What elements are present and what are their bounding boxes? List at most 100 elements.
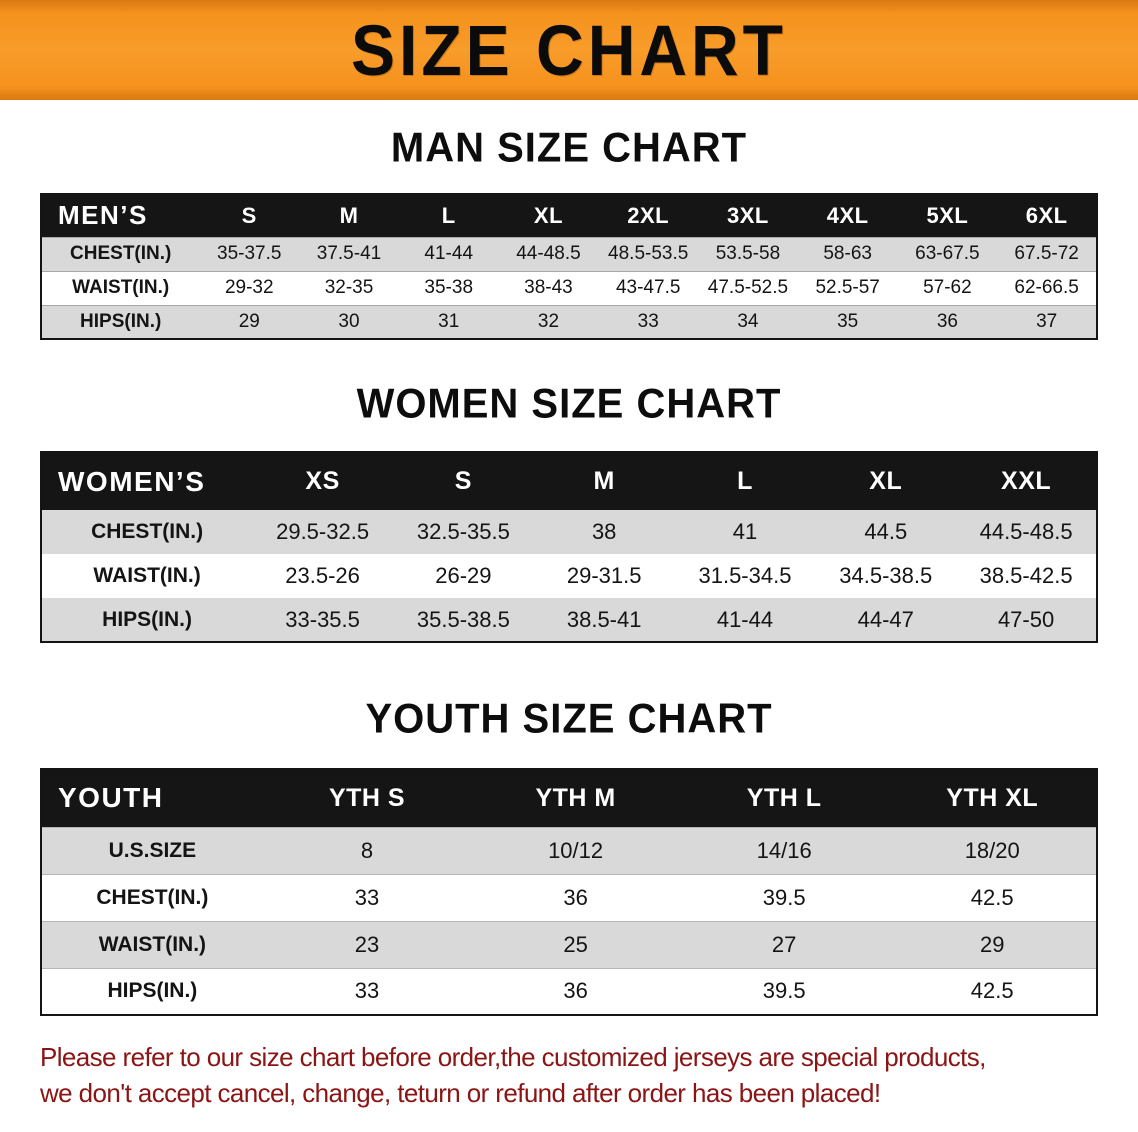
- women-section-heading: WOMEN SIZE CHART: [356, 380, 782, 428]
- size-value-cell: 38.5-42.5: [979, 563, 1073, 588]
- size-value-cell: 42.5: [970, 884, 1014, 910]
- size-value-cell: 36: [563, 884, 588, 910]
- size-value-cell: 44-47: [857, 606, 914, 632]
- size-column-header: L: [674, 452, 816, 510]
- table-header-row: WOMEN’S XS S M L XL XXL: [41, 452, 1097, 510]
- size-value-cell: 39.5: [762, 978, 806, 1004]
- size-value-cell: 67.5-72: [1014, 243, 1079, 264]
- size-value-cell: 23: [354, 931, 380, 957]
- size-column-header: XXL: [956, 452, 1097, 510]
- size-value-cell: 43-47.5: [615, 277, 681, 298]
- footer-line-2: we don't accept cancel, change, teturn o…: [40, 1077, 881, 1108]
- size-value-cell: 29: [979, 931, 1005, 957]
- size-value-cell: 25: [563, 931, 588, 957]
- size-value-cell: 26-29: [435, 563, 492, 588]
- table-title-cell: WOMEN’S: [41, 452, 253, 510]
- measurement-row: HIPS(IN.) 29 30 31 32 33 34 35 36 37: [41, 305, 1097, 339]
- size-value-cell: 62-66.5: [1014, 277, 1079, 298]
- youth-size-table: YOUTH YTH S YTH M YTH L YTH XL U.S.SIZE 8 10/12…: [40, 768, 1098, 1016]
- size-value-cell: 32-35: [324, 277, 374, 298]
- size-value-cell: 35-38: [424, 277, 474, 298]
- size-value-cell: 37: [1036, 310, 1058, 332]
- size-value-cell: 10/12: [548, 837, 604, 863]
- size-value-cell: 63-67.5: [915, 243, 980, 264]
- row-label-cell: CHEST(IN.): [96, 885, 209, 909]
- size-value-cell: 58-63: [823, 243, 872, 264]
- size-value-cell: 53.5-58: [715, 243, 781, 264]
- measurement-row: WAIST(IN.) 29-32 32-35 35-38 38-43 43-47.5 47.…: [41, 271, 1097, 305]
- size-column-header: S: [392, 452, 534, 510]
- measurement-row: CHEST(IN.) 33 36 39.5 42.5: [41, 874, 1097, 921]
- table-header-row: YOUTH YTH S YTH M YTH L YTH XL: [41, 769, 1097, 827]
- size-column-header: YTH M: [471, 769, 680, 827]
- size-column-header: XL: [815, 452, 957, 510]
- size-value-cell: 32: [537, 310, 560, 332]
- measurement-row: WAIST(IN.) 23 25 27 29: [41, 921, 1097, 968]
- size-value-cell: 35.5-38.5: [416, 606, 510, 632]
- size-value-cell: 23.5-26: [285, 563, 360, 588]
- table-header-row: MEN’S S M L XL 2XL 3XL 4XL 5XL 6XL: [41, 194, 1097, 237]
- size-value-cell: 44-48.5: [516, 243, 581, 264]
- size-column-header: 5XL: [897, 194, 998, 237]
- size-value-cell: 41: [732, 519, 758, 544]
- size-value-cell: 29: [238, 310, 260, 332]
- men-section-heading: MAN SIZE CHART: [390, 124, 748, 172]
- size-value-cell: 44.5: [864, 519, 908, 544]
- youth-section-heading: YOUTH SIZE CHART: [365, 695, 773, 743]
- size-column-header: XS: [252, 452, 393, 510]
- men-size-table: MEN’S S M L XL 2XL 3XL 4XL 5XL 6XL CHEST(IN.) 35-37…: [40, 193, 1098, 340]
- measurement-row: CHEST(IN.) 35-37.5 37.5-41 41-44 44-48.5 48.5…: [41, 237, 1097, 271]
- size-value-cell: 35-37.5: [217, 243, 282, 264]
- size-column-header: YTH L: [679, 769, 889, 827]
- size-value-cell: 47.5-52.5: [707, 277, 789, 298]
- measurement-row: HIPS(IN.) 33 36 39.5 42.5: [41, 968, 1097, 1015]
- size-column-header: M: [533, 452, 675, 510]
- row-label-cell: CHEST(IN.): [70, 243, 172, 264]
- size-value-cell: 44.5-48.5: [979, 519, 1073, 544]
- row-label-cell: HIPS(IN.): [102, 607, 193, 631]
- size-value-cell: 42.5: [970, 978, 1014, 1004]
- size-column-header: YTH XL: [888, 769, 1097, 827]
- men-size-section: MAN SIZE CHART MEN’S S M L XL 2XL 3XL 4XL 5XL 6XL…: [0, 124, 1138, 340]
- size-value-cell: 57-62: [923, 277, 972, 298]
- row-label-cell: HIPS(IN.): [80, 310, 162, 332]
- youth-size-section: YOUTH SIZE CHART YOUTH YTH S YTH M YTH L YTH…: [0, 695, 1138, 1016]
- size-value-cell: 35: [837, 310, 859, 332]
- size-column-header: M: [299, 194, 399, 237]
- size-value-cell: 41-44: [716, 606, 774, 632]
- size-value-cell: 38-43: [524, 277, 573, 298]
- row-label-cell: WAIST(IN.): [72, 277, 170, 298]
- banner: SIZE CHART: [0, 0, 1138, 100]
- size-column-header: YTH S: [262, 769, 472, 827]
- size-value-cell: 38.5-41: [566, 606, 642, 632]
- size-value-cell: 31: [438, 310, 460, 332]
- measurement-row: U.S.SIZE 8 10/12 14/16 18/20: [41, 827, 1097, 874]
- size-value-cell: 30: [338, 310, 360, 332]
- women-size-section: WOMEN SIZE CHART WOMEN’S XS S M L XL XXL CHEST(…: [0, 380, 1138, 643]
- size-value-cell: 29-31.5: [566, 563, 642, 588]
- size-column-header: 2XL: [598, 194, 699, 237]
- measurement-row: WAIST(IN.) 23.5-26 26-29 29-31.5 31.5-34.5 34…: [41, 554, 1097, 598]
- size-value-cell: 29.5-32.5: [276, 519, 370, 544]
- size-value-cell: 32.5-35.5: [416, 519, 510, 544]
- row-label-cell: U.S.SIZE: [108, 838, 197, 862]
- row-label-cell: HIPS(IN.): [107, 979, 198, 1003]
- footer-line-1: Please refer to our size chart before or…: [40, 1042, 986, 1072]
- size-value-cell: 34.5-38.5: [839, 563, 933, 588]
- size-value-cell: 29-32: [224, 277, 274, 298]
- size-value-cell: 34: [737, 310, 759, 332]
- size-value-cell: 31.5-34.5: [698, 563, 792, 588]
- size-value-cell: 39.5: [762, 884, 806, 910]
- size-value-cell: 36: [936, 310, 958, 332]
- measurement-row: CHEST(IN.) 29.5-32.5 32.5-35.5 38 41 44.5 44.5…: [41, 510, 1097, 554]
- footer-note: Please refer to our size chart before or…: [40, 1040, 1110, 1112]
- size-value-cell: 48.5-53.5: [608, 243, 689, 264]
- table-title-cell: MEN’S: [41, 194, 200, 237]
- size-value-cell: 37.5-41: [316, 243, 382, 264]
- size-value-cell: 41-44: [424, 243, 474, 264]
- size-value-cell: 33: [354, 884, 380, 910]
- row-label-cell: CHEST(IN.): [91, 520, 204, 543]
- size-value-cell: 38: [591, 519, 617, 544]
- size-value-cell: 33-35.5: [285, 606, 360, 632]
- table-title-cell: YOUTH: [41, 769, 263, 827]
